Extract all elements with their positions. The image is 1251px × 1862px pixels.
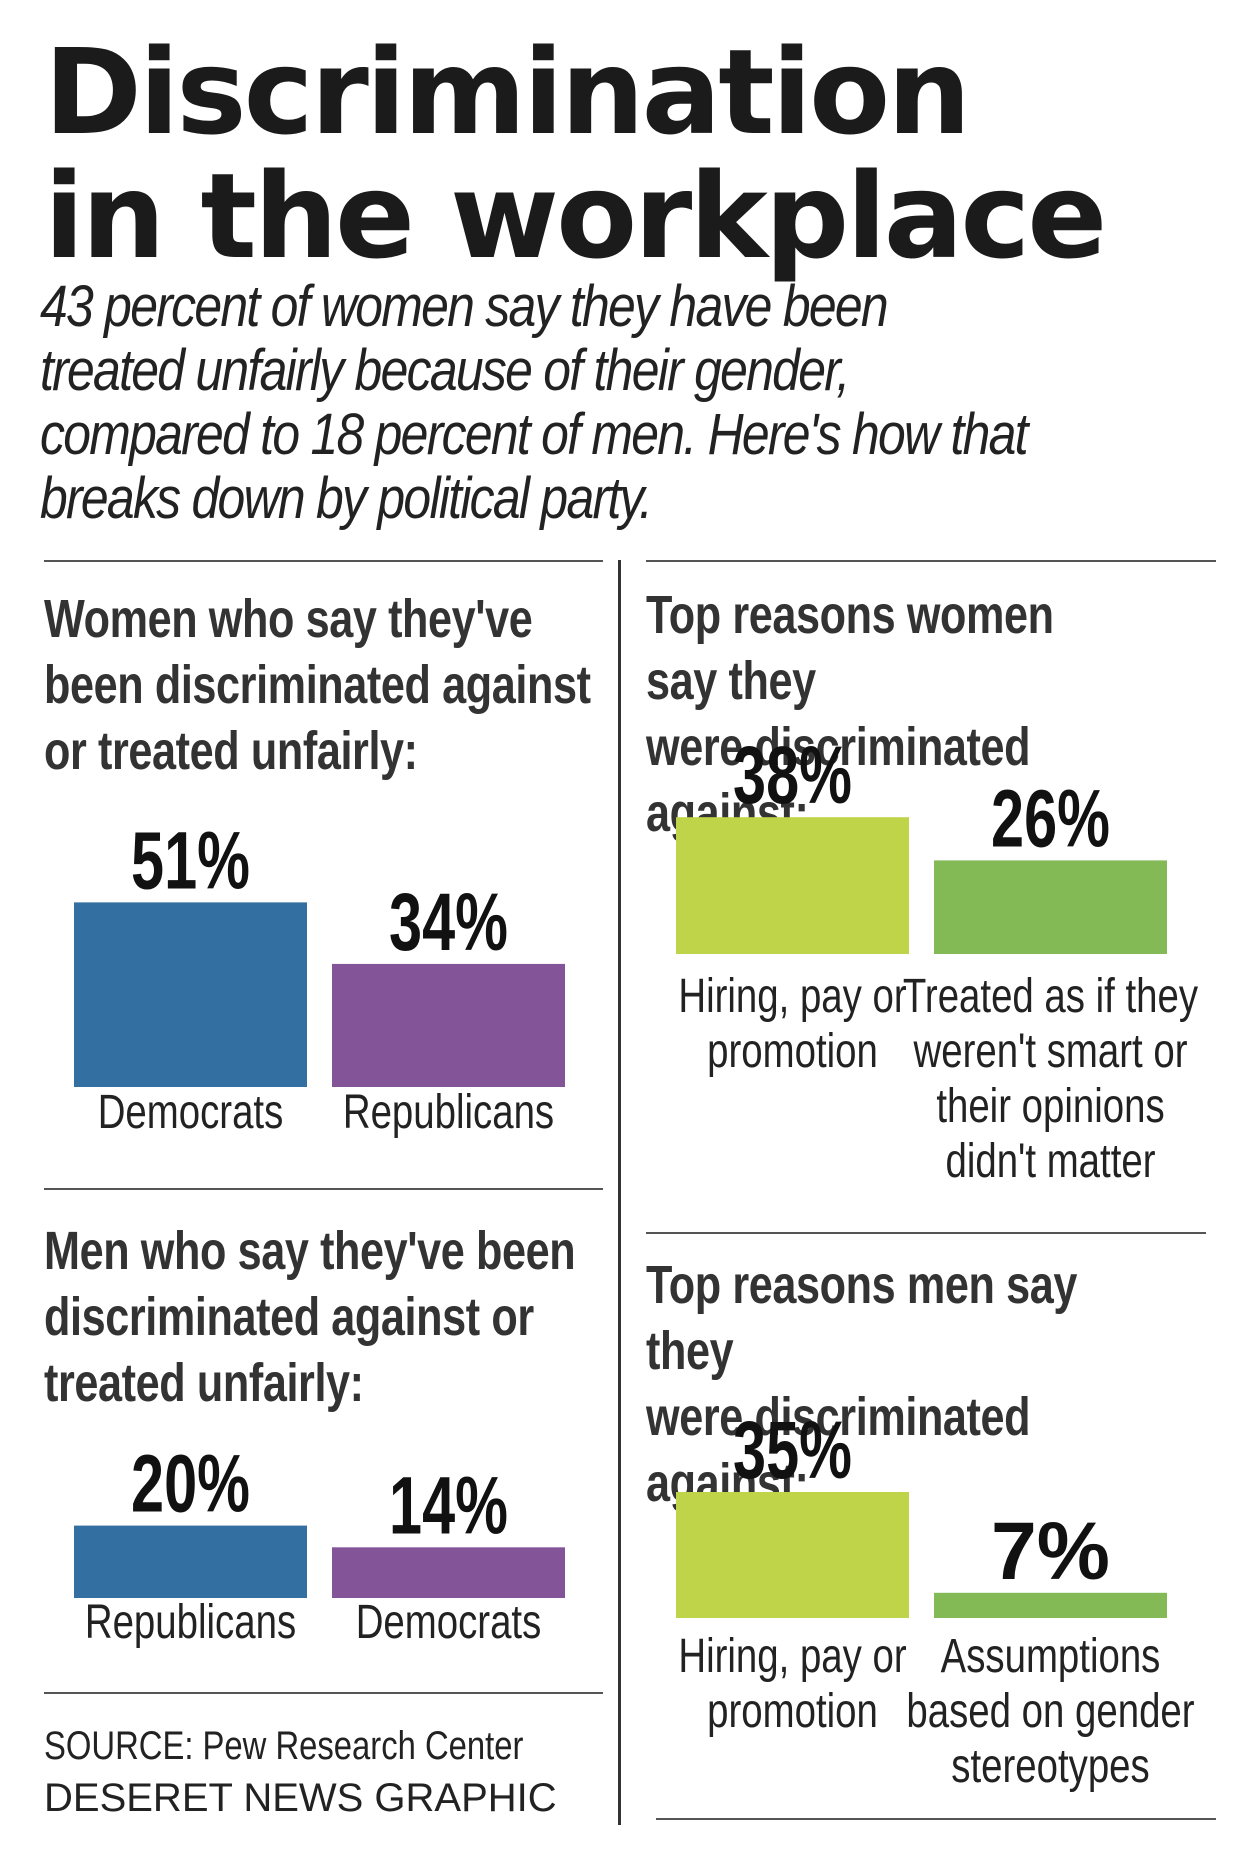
heading-women-party: Women who say they've been discriminated… <box>44 586 591 784</box>
data-label-2: 34% <box>389 877 508 968</box>
heading-line: Women who say they've <box>44 589 533 649</box>
divider-top-left <box>44 560 603 562</box>
data-label-2: 14% <box>389 1460 508 1551</box>
bar-1 <box>74 1525 307 1598</box>
bar-1 <box>676 1492 909 1618</box>
category-label-1: Hiring, pay or <box>678 1630 906 1683</box>
category-label-2: didn't matter <box>945 1135 1155 1188</box>
data-label-1: 38% <box>733 730 852 821</box>
category-label-2: Democrats <box>356 1596 542 1649</box>
heading-line: been discriminated against <box>44 655 591 715</box>
bar-2 <box>332 1547 565 1598</box>
heading-line: Men who say they've been <box>44 1221 576 1281</box>
chart-women-reasons: 38% Hiring, pay or promotion 26% Treated as … <box>676 730 1198 1200</box>
bar-2 <box>934 1592 1167 1618</box>
data-label-2: 26% <box>991 773 1110 864</box>
divider-bottom-left <box>44 1692 603 1694</box>
category-label-2: their opinions <box>936 1080 1164 1133</box>
chart-svg: 20% Republicans 14% Democrats <box>74 1439 565 1649</box>
divider-top-right <box>646 560 1216 562</box>
data-label-1: 20% <box>131 1439 250 1530</box>
divider-mid-right <box>646 1232 1206 1234</box>
category-label-2: based on gender <box>906 1685 1194 1738</box>
bar-2 <box>332 963 565 1087</box>
heading-line: or treated unfairly: <box>44 721 418 781</box>
divider-bottom-right <box>656 1818 1216 1820</box>
category-label-2: Treated as if they <box>903 970 1198 1023</box>
category-label-2: weren't smart or <box>913 1025 1188 1078</box>
category-label-2: Assumptions <box>941 1630 1161 1683</box>
bar-1 <box>74 902 307 1087</box>
divider-mid-left <box>44 1188 603 1190</box>
chart-women-party: 51% Democrats 34% Republicans <box>74 790 594 1170</box>
chart-men-reasons: 35% Hiring, pay or promotion 7% Assumptions b… <box>676 1400 1196 1800</box>
title-line-1: Discrimination <box>44 23 971 161</box>
data-label-1: 51% <box>131 815 250 906</box>
heading-line: discriminated against or <box>44 1287 534 1347</box>
chart-men-party: 20% Republicans 14% Democrats <box>74 1430 594 1680</box>
category-label-1: Hiring, pay or <box>678 970 906 1023</box>
data-label-1: 35% <box>733 1405 852 1496</box>
source-note: SOURCE: Pew Research Center <box>44 1724 524 1768</box>
page-subtitle: 43 percent of women say they have been t… <box>40 274 1029 531</box>
heading-line: treated unfairly: <box>44 1353 364 1413</box>
column-divider <box>618 560 621 1825</box>
category-label-1: Republicans <box>85 1596 296 1649</box>
data-label-2: 7% <box>991 1506 1110 1597</box>
chart-svg: 51% Democrats 34% Republicans <box>74 815 565 1139</box>
page-title: Discrimination in the workplace <box>44 30 1107 278</box>
bar-1 <box>676 817 909 954</box>
bar-2 <box>934 860 1167 954</box>
heading-men-party: Men who say they've been discriminated a… <box>44 1218 576 1416</box>
category-label-1: promotion <box>707 1025 878 1078</box>
category-label-2: stereotypes <box>951 1740 1149 1793</box>
category-label-1: promotion <box>707 1685 878 1738</box>
heading-women-reasons: Top reasons women say they were discrimi… <box>646 582 1130 846</box>
heading-line: Top reasons men say they <box>646 1255 1077 1381</box>
title-line-2: in the workplace <box>44 147 1107 285</box>
category-label-2: Republicans <box>343 1086 554 1139</box>
category-label-1: Democrats <box>98 1086 284 1139</box>
graphic-credit: DESERET NEWS GRAPHIC <box>44 1776 557 1820</box>
heading-line: Top reasons women say they <box>646 585 1054 711</box>
